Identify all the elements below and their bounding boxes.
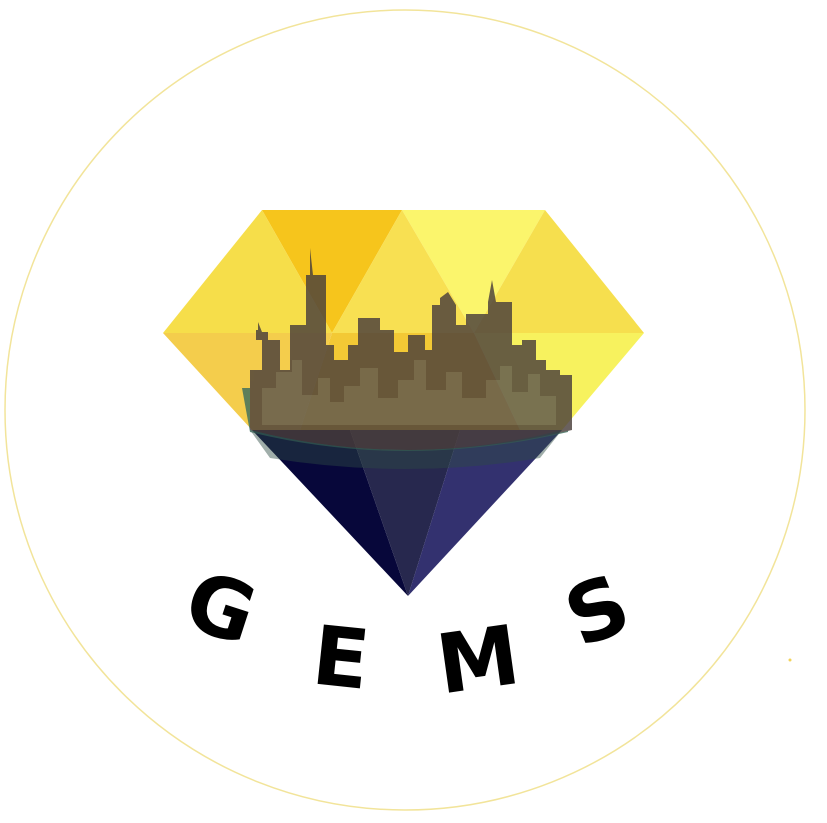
wordmark-letter-e: E bbox=[308, 608, 374, 708]
decorative-dot bbox=[788, 658, 792, 662]
city-skyline-icon bbox=[242, 248, 572, 469]
diamond-icon bbox=[163, 210, 644, 596]
wordmark-letter-m: M bbox=[431, 608, 525, 713]
